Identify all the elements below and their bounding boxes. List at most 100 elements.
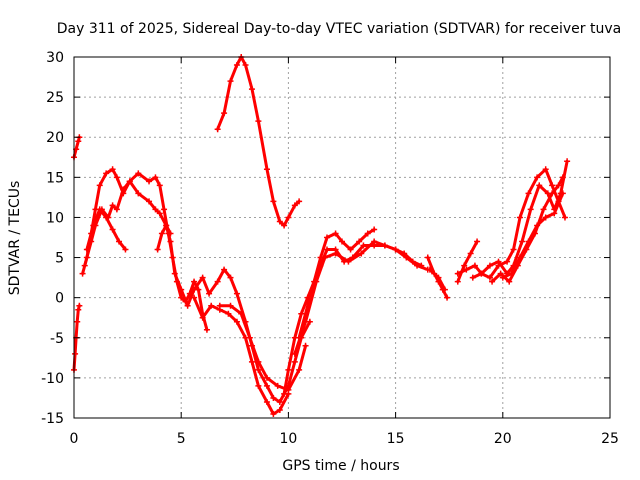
data-point-marker — [358, 250, 365, 257]
data-traces — [71, 54, 571, 417]
data-point-marker — [191, 294, 198, 301]
data-point-marker — [426, 266, 433, 273]
data-point-marker — [474, 238, 481, 245]
data-point-marker — [146, 198, 153, 205]
data-point-marker — [497, 270, 504, 277]
data-point-marker — [263, 398, 270, 405]
y-tick-label: -15 — [41, 411, 64, 427]
data-point-marker — [113, 174, 120, 181]
data-point-marker — [347, 246, 354, 253]
data-point-marker — [564, 158, 571, 165]
data-point-marker — [332, 250, 339, 257]
data-point-marker — [146, 178, 153, 185]
data-point-marker — [113, 206, 120, 213]
data-point-marker — [206, 290, 213, 297]
data-point-marker — [519, 238, 526, 245]
data-point-marker — [263, 374, 270, 381]
data-point-marker — [135, 190, 142, 197]
data-point-marker — [516, 214, 523, 221]
data-point-marker — [454, 270, 461, 277]
data-point-marker — [510, 246, 517, 253]
data-point-marker — [469, 274, 476, 281]
data-point-marker — [381, 242, 388, 249]
data-point-marker — [76, 302, 83, 309]
data-point-marker — [471, 262, 478, 269]
data-point-marker — [298, 310, 305, 317]
data-point-marker — [184, 302, 191, 309]
data-point-marker — [154, 246, 161, 253]
data-point-marker — [323, 234, 330, 241]
x-tick-label: 0 — [70, 431, 79, 447]
data-point-marker — [227, 78, 234, 85]
data-point-marker — [96, 182, 103, 189]
data-point-marker — [435, 274, 442, 281]
data-point-marker — [276, 406, 283, 413]
data-point-marker — [441, 286, 448, 293]
data-point-marker — [214, 278, 221, 285]
data-point-marker — [233, 62, 240, 69]
data-point-marker — [90, 222, 97, 229]
data-point-marker — [371, 238, 378, 245]
data-point-marker — [504, 258, 511, 265]
data-point-marker — [122, 246, 129, 253]
data-point-marker — [255, 382, 262, 389]
data-point-marker — [536, 182, 543, 189]
y-tick-label: 0 — [55, 291, 64, 307]
data-point-marker — [191, 278, 198, 285]
data-point-marker — [499, 274, 506, 281]
data-point-marker — [225, 310, 232, 317]
data-point-marker — [263, 166, 270, 173]
series-seg-m-markers — [454, 238, 481, 285]
data-point-marker — [525, 238, 532, 245]
data-point-marker — [463, 266, 470, 273]
data-point-marker — [81, 262, 88, 269]
series-seg-f — [218, 304, 308, 392]
y-tick-label: 10 — [46, 210, 64, 226]
data-point-marker — [401, 250, 408, 257]
data-point-marker — [242, 62, 249, 69]
y-tick-label: 15 — [46, 170, 64, 186]
data-point-marker — [246, 334, 253, 341]
x-tick-label: 5 — [177, 431, 186, 447]
data-point-marker — [158, 230, 165, 237]
x-tick-label: 15 — [387, 431, 405, 447]
data-point-marker — [467, 250, 474, 257]
data-point-marker — [276, 398, 283, 405]
data-point-marker — [79, 270, 86, 277]
y-tick-label: 25 — [46, 90, 64, 106]
data-point-marker — [156, 210, 163, 217]
series-seg-g-markers — [214, 54, 303, 229]
data-point-marker — [135, 170, 142, 177]
data-point-marker — [527, 206, 534, 213]
data-point-marker — [156, 182, 163, 189]
series-seg-q-markers — [499, 190, 566, 281]
data-point-marker — [167, 230, 174, 237]
data-point-marker — [371, 226, 378, 233]
series-seg-h-markers — [281, 226, 378, 397]
data-point-marker — [285, 386, 292, 393]
data-point-marker — [199, 314, 206, 321]
data-point-marker — [540, 206, 547, 213]
data-point-marker — [248, 358, 255, 365]
series-seg-e-markers — [191, 294, 292, 417]
data-point-marker — [339, 238, 345, 245]
data-point-marker — [559, 190, 566, 197]
data-point-marker — [424, 254, 431, 261]
data-point-marker — [126, 178, 133, 185]
data-point-marker — [321, 254, 328, 261]
data-point-marker — [255, 118, 262, 125]
data-point-marker — [276, 218, 283, 225]
y-axis-label: SDTVAR / TECUs — [7, 181, 23, 296]
data-point-marker — [291, 358, 298, 365]
data-point-marker — [444, 294, 451, 301]
data-point-marker — [233, 318, 240, 325]
data-point-marker — [281, 390, 288, 397]
data-point-marker — [238, 310, 245, 317]
data-point-marker — [178, 286, 185, 293]
data-point-marker — [152, 174, 159, 181]
axis-ticks: 0 5 10 15 20 25 -15 -10 -5 0 5 10 15 20 25 30 — [41, 50, 619, 447]
data-point-marker — [561, 214, 568, 221]
x-tick-label: 20 — [494, 431, 512, 447]
data-point-marker — [559, 174, 566, 181]
